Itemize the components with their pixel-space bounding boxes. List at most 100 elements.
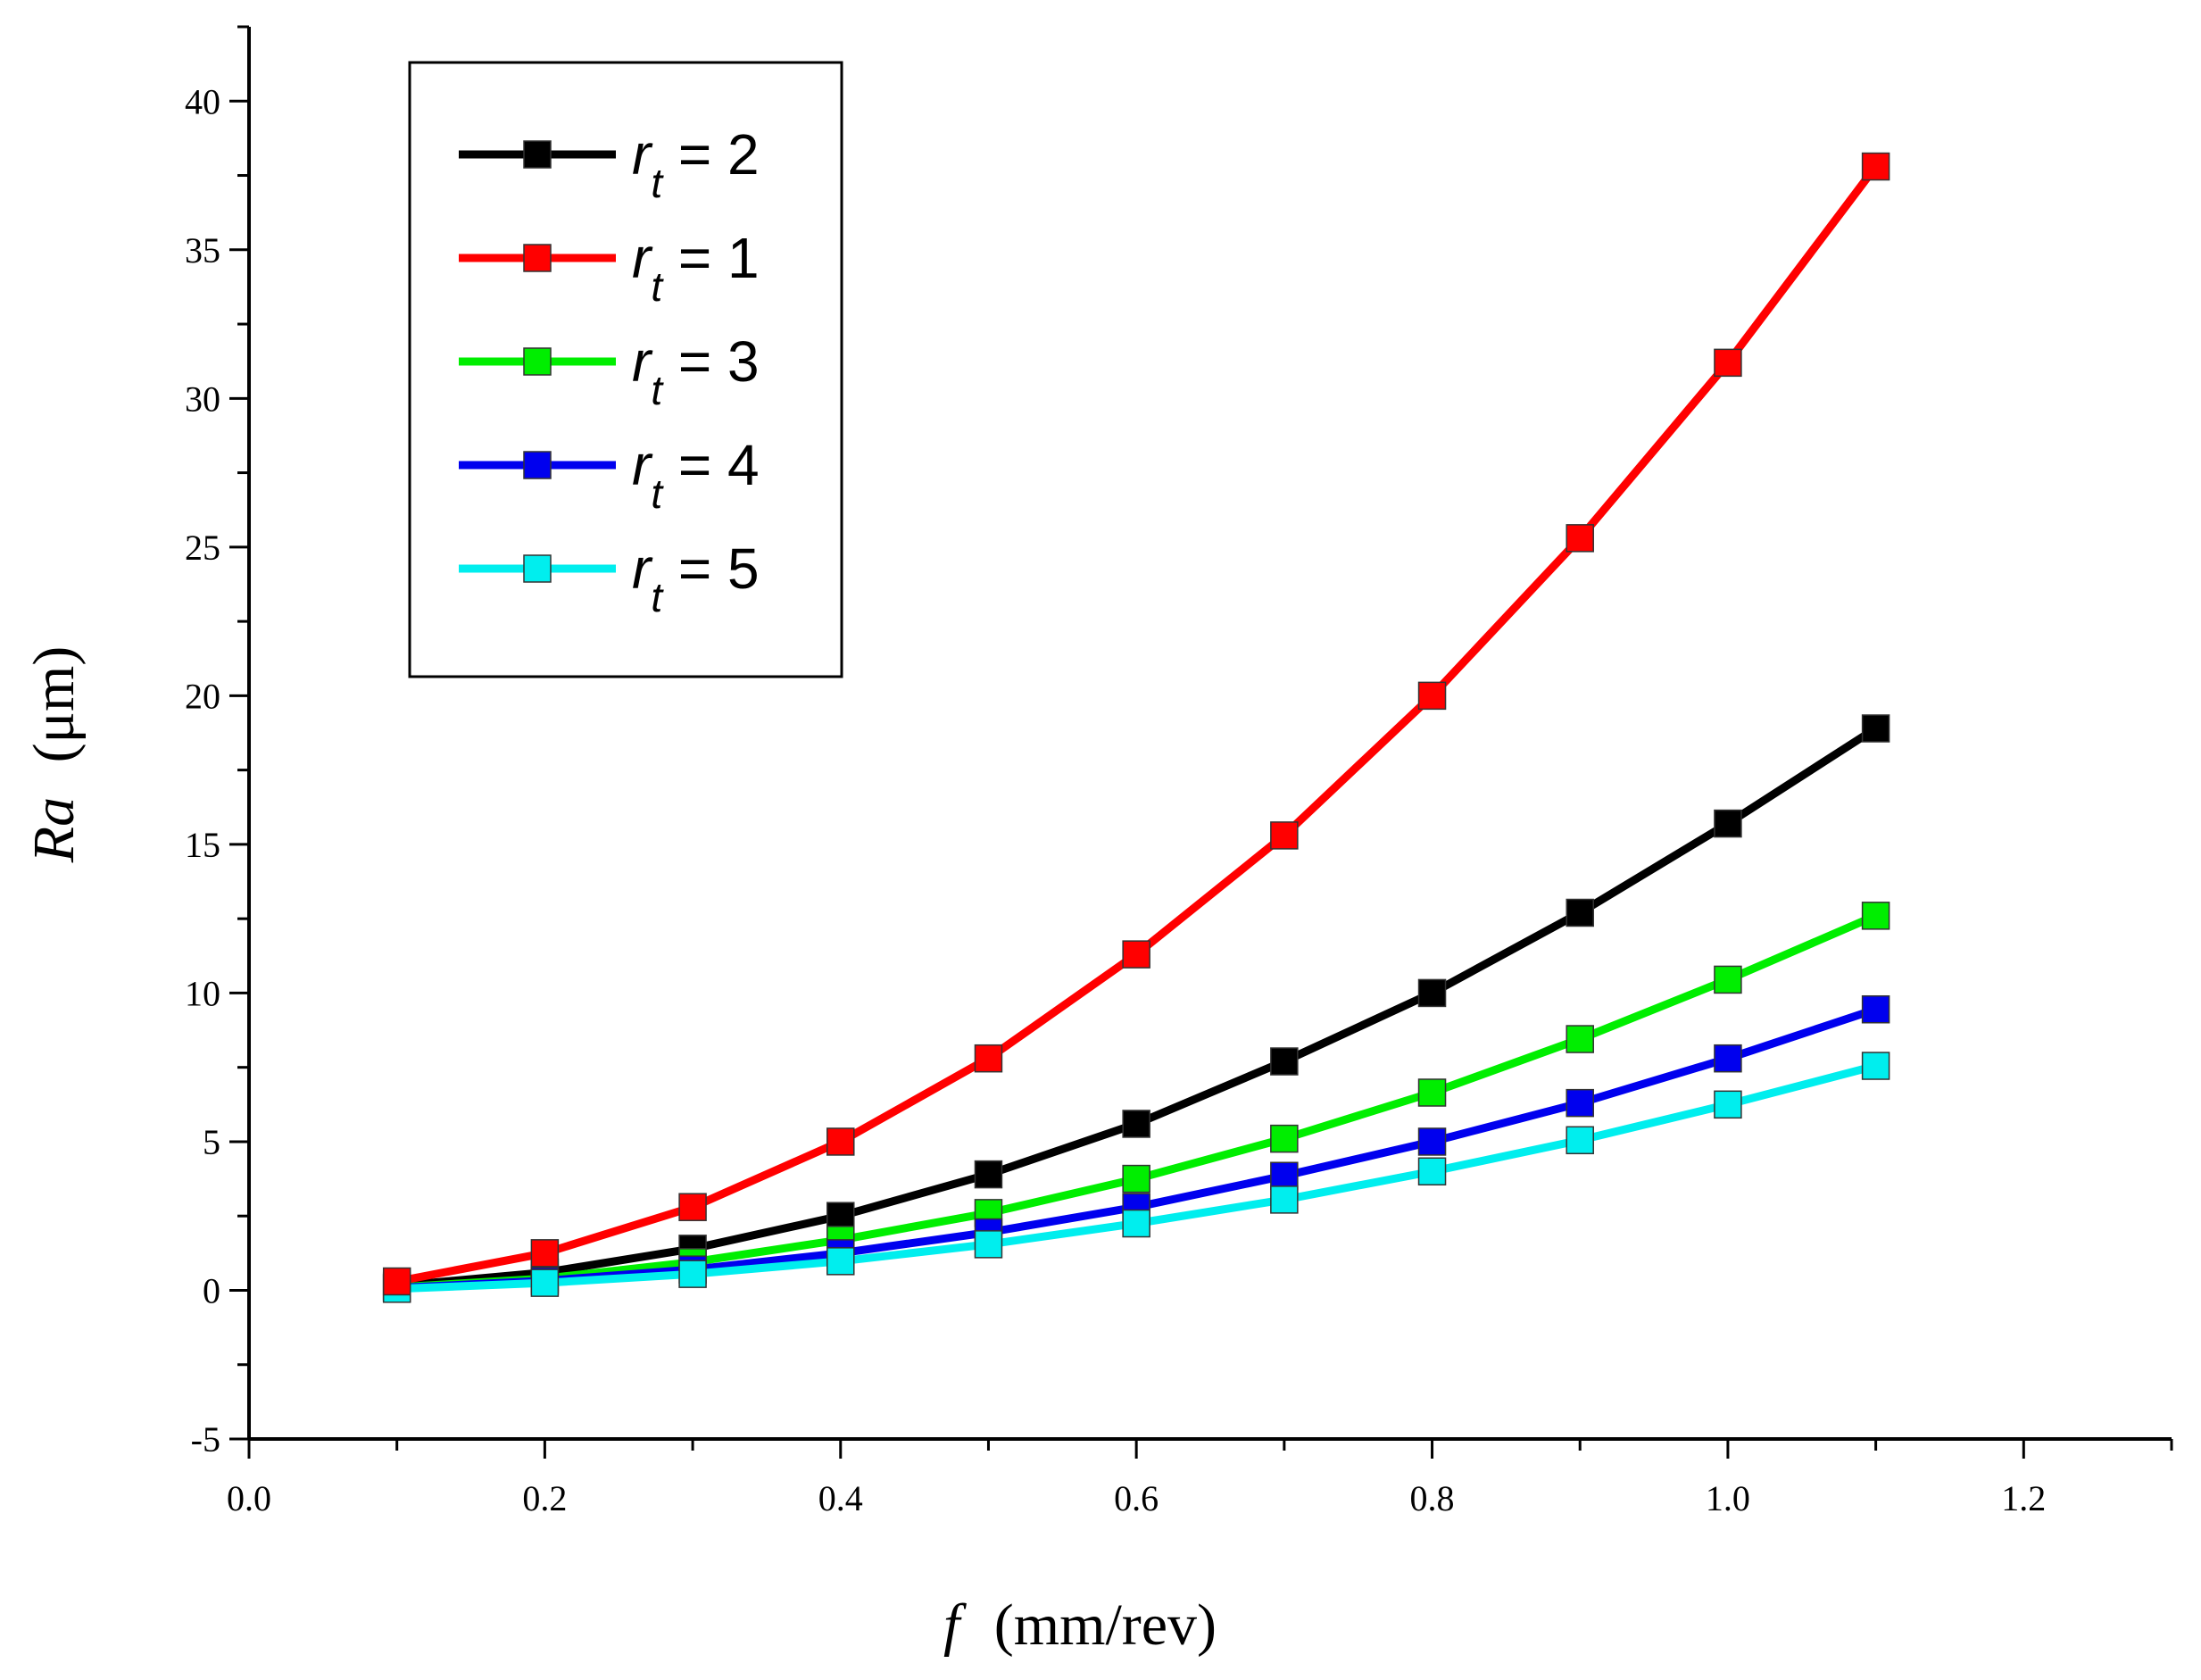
y-tick-label: 35 [185, 230, 220, 270]
legend-value: = 2 [662, 122, 760, 187]
data-point [530, 1268, 560, 1297]
data-point [1566, 1088, 1594, 1118]
series-layer [382, 152, 1890, 1303]
data-point [974, 1044, 1003, 1073]
data-point [1861, 1052, 1890, 1080]
data-point [1861, 902, 1890, 930]
data-point [1417, 1078, 1447, 1107]
y-tick-label: -5 [191, 1419, 220, 1460]
data-point [1714, 1090, 1742, 1119]
legend-item: rt = 2 [459, 122, 760, 206]
legend-item: rt = 3 [459, 329, 760, 413]
x-tick-label: 0.6 [1114, 1478, 1159, 1518]
data-point [826, 1127, 855, 1156]
series-line [396, 1005, 1878, 1293]
legend-item: rt = 5 [459, 536, 760, 620]
data-point [530, 1239, 560, 1268]
y-tick-label: 0 [203, 1270, 220, 1310]
legend-value: = 5 [662, 536, 760, 601]
legend-symbol: r [632, 122, 653, 187]
x-tick-label: 1.0 [1706, 1478, 1750, 1518]
legend-box [408, 61, 843, 678]
y-tick-label: 10 [185, 973, 220, 1013]
data-point [1861, 152, 1890, 181]
legend-subscript: t [651, 470, 664, 517]
y-axis-symbol: Ra [21, 797, 87, 863]
x-axis-unit: (mm/rev) [994, 1593, 1217, 1658]
data-point [1270, 1161, 1299, 1190]
data-point [1122, 940, 1150, 969]
data-point [678, 1193, 707, 1221]
data-point [1714, 348, 1742, 378]
legend-symbol: r [632, 433, 653, 497]
y-tick-label: 40 [185, 81, 220, 121]
series-4 [382, 994, 1890, 1302]
legend: rt = 2rt = 1rt = 3rt = 4rt = 5 [408, 61, 843, 678]
legend-value: = 4 [662, 433, 760, 497]
legend-subscript: t [651, 367, 664, 413]
data-point [974, 1160, 1003, 1189]
legend-subscript: t [651, 160, 664, 206]
legend-marker [523, 554, 552, 583]
data-point [1861, 994, 1890, 1024]
legend-marker [523, 244, 552, 272]
data-point [1714, 809, 1742, 838]
x-axis-symbol: f [943, 1593, 967, 1658]
series-2 [382, 152, 1890, 1296]
data-point [1417, 681, 1447, 711]
data-point [1566, 898, 1594, 927]
legend-subscript: t [651, 574, 664, 620]
legend-label: rt = 1 [632, 226, 760, 310]
y-tick-label: 15 [185, 825, 220, 865]
data-point [826, 1247, 855, 1276]
data-point [1714, 1044, 1742, 1073]
data-point [1566, 1025, 1594, 1053]
legend-label: rt = 5 [632, 536, 760, 620]
x-axis-title: f (mm/rev) [943, 1593, 1217, 1658]
data-point [1566, 524, 1594, 553]
x-axis-ticks: 0.0 0.2 0.4 0.6 0.8 1.0 1.2 [227, 1439, 2173, 1518]
x-tick-label: 0.8 [1410, 1478, 1455, 1518]
data-point [1566, 1126, 1594, 1155]
data-point [1270, 821, 1299, 850]
x-tick-label: 1.2 [2001, 1478, 2046, 1518]
y-axis-ticks: -5 0 5 10 15 20 25 30 35 40 [185, 25, 249, 1460]
data-point [1417, 978, 1447, 1008]
legend-marker [523, 347, 552, 376]
y-tick-label: 20 [185, 676, 220, 716]
y-tick-label: 30 [185, 378, 220, 419]
legend-label: rt = 2 [632, 122, 760, 206]
legend-item: rt = 4 [459, 433, 760, 517]
data-point [974, 1230, 1003, 1259]
legend-label: rt = 3 [632, 329, 760, 413]
y-axis-unit: (μm) [21, 646, 87, 763]
x-tick-label: 0.2 [522, 1478, 567, 1518]
legend-item: rt = 1 [459, 226, 760, 310]
plot-frame [247, 27, 2172, 1441]
y-tick-label: 25 [185, 528, 220, 568]
legend-marker [523, 140, 552, 169]
legend-subscript: t [651, 263, 664, 310]
legend-value: = 3 [662, 329, 760, 394]
legend-symbol: r [632, 329, 653, 394]
data-point [1122, 1164, 1150, 1193]
legend-marker [523, 451, 552, 479]
data-point [1714, 965, 1742, 994]
legend-label: rt = 4 [632, 433, 760, 517]
data-point [1122, 1209, 1150, 1238]
data-point [1270, 1124, 1299, 1153]
data-point [826, 1202, 855, 1230]
y-tick-label: 5 [203, 1122, 220, 1162]
y-axis-title: Ra (μm) [21, 646, 87, 864]
data-point [1417, 1127, 1447, 1156]
data-point [1270, 1047, 1299, 1076]
data-point [1417, 1157, 1447, 1186]
data-point [1861, 714, 1890, 743]
series-5 [382, 1052, 1890, 1303]
data-point [1270, 1185, 1299, 1214]
legend-symbol: r [632, 226, 653, 290]
x-tick-label: 0.0 [227, 1478, 271, 1518]
legend-items: rt = 2rt = 1rt = 3rt = 4rt = 5 [459, 122, 760, 620]
legend-value: = 1 [662, 226, 760, 290]
